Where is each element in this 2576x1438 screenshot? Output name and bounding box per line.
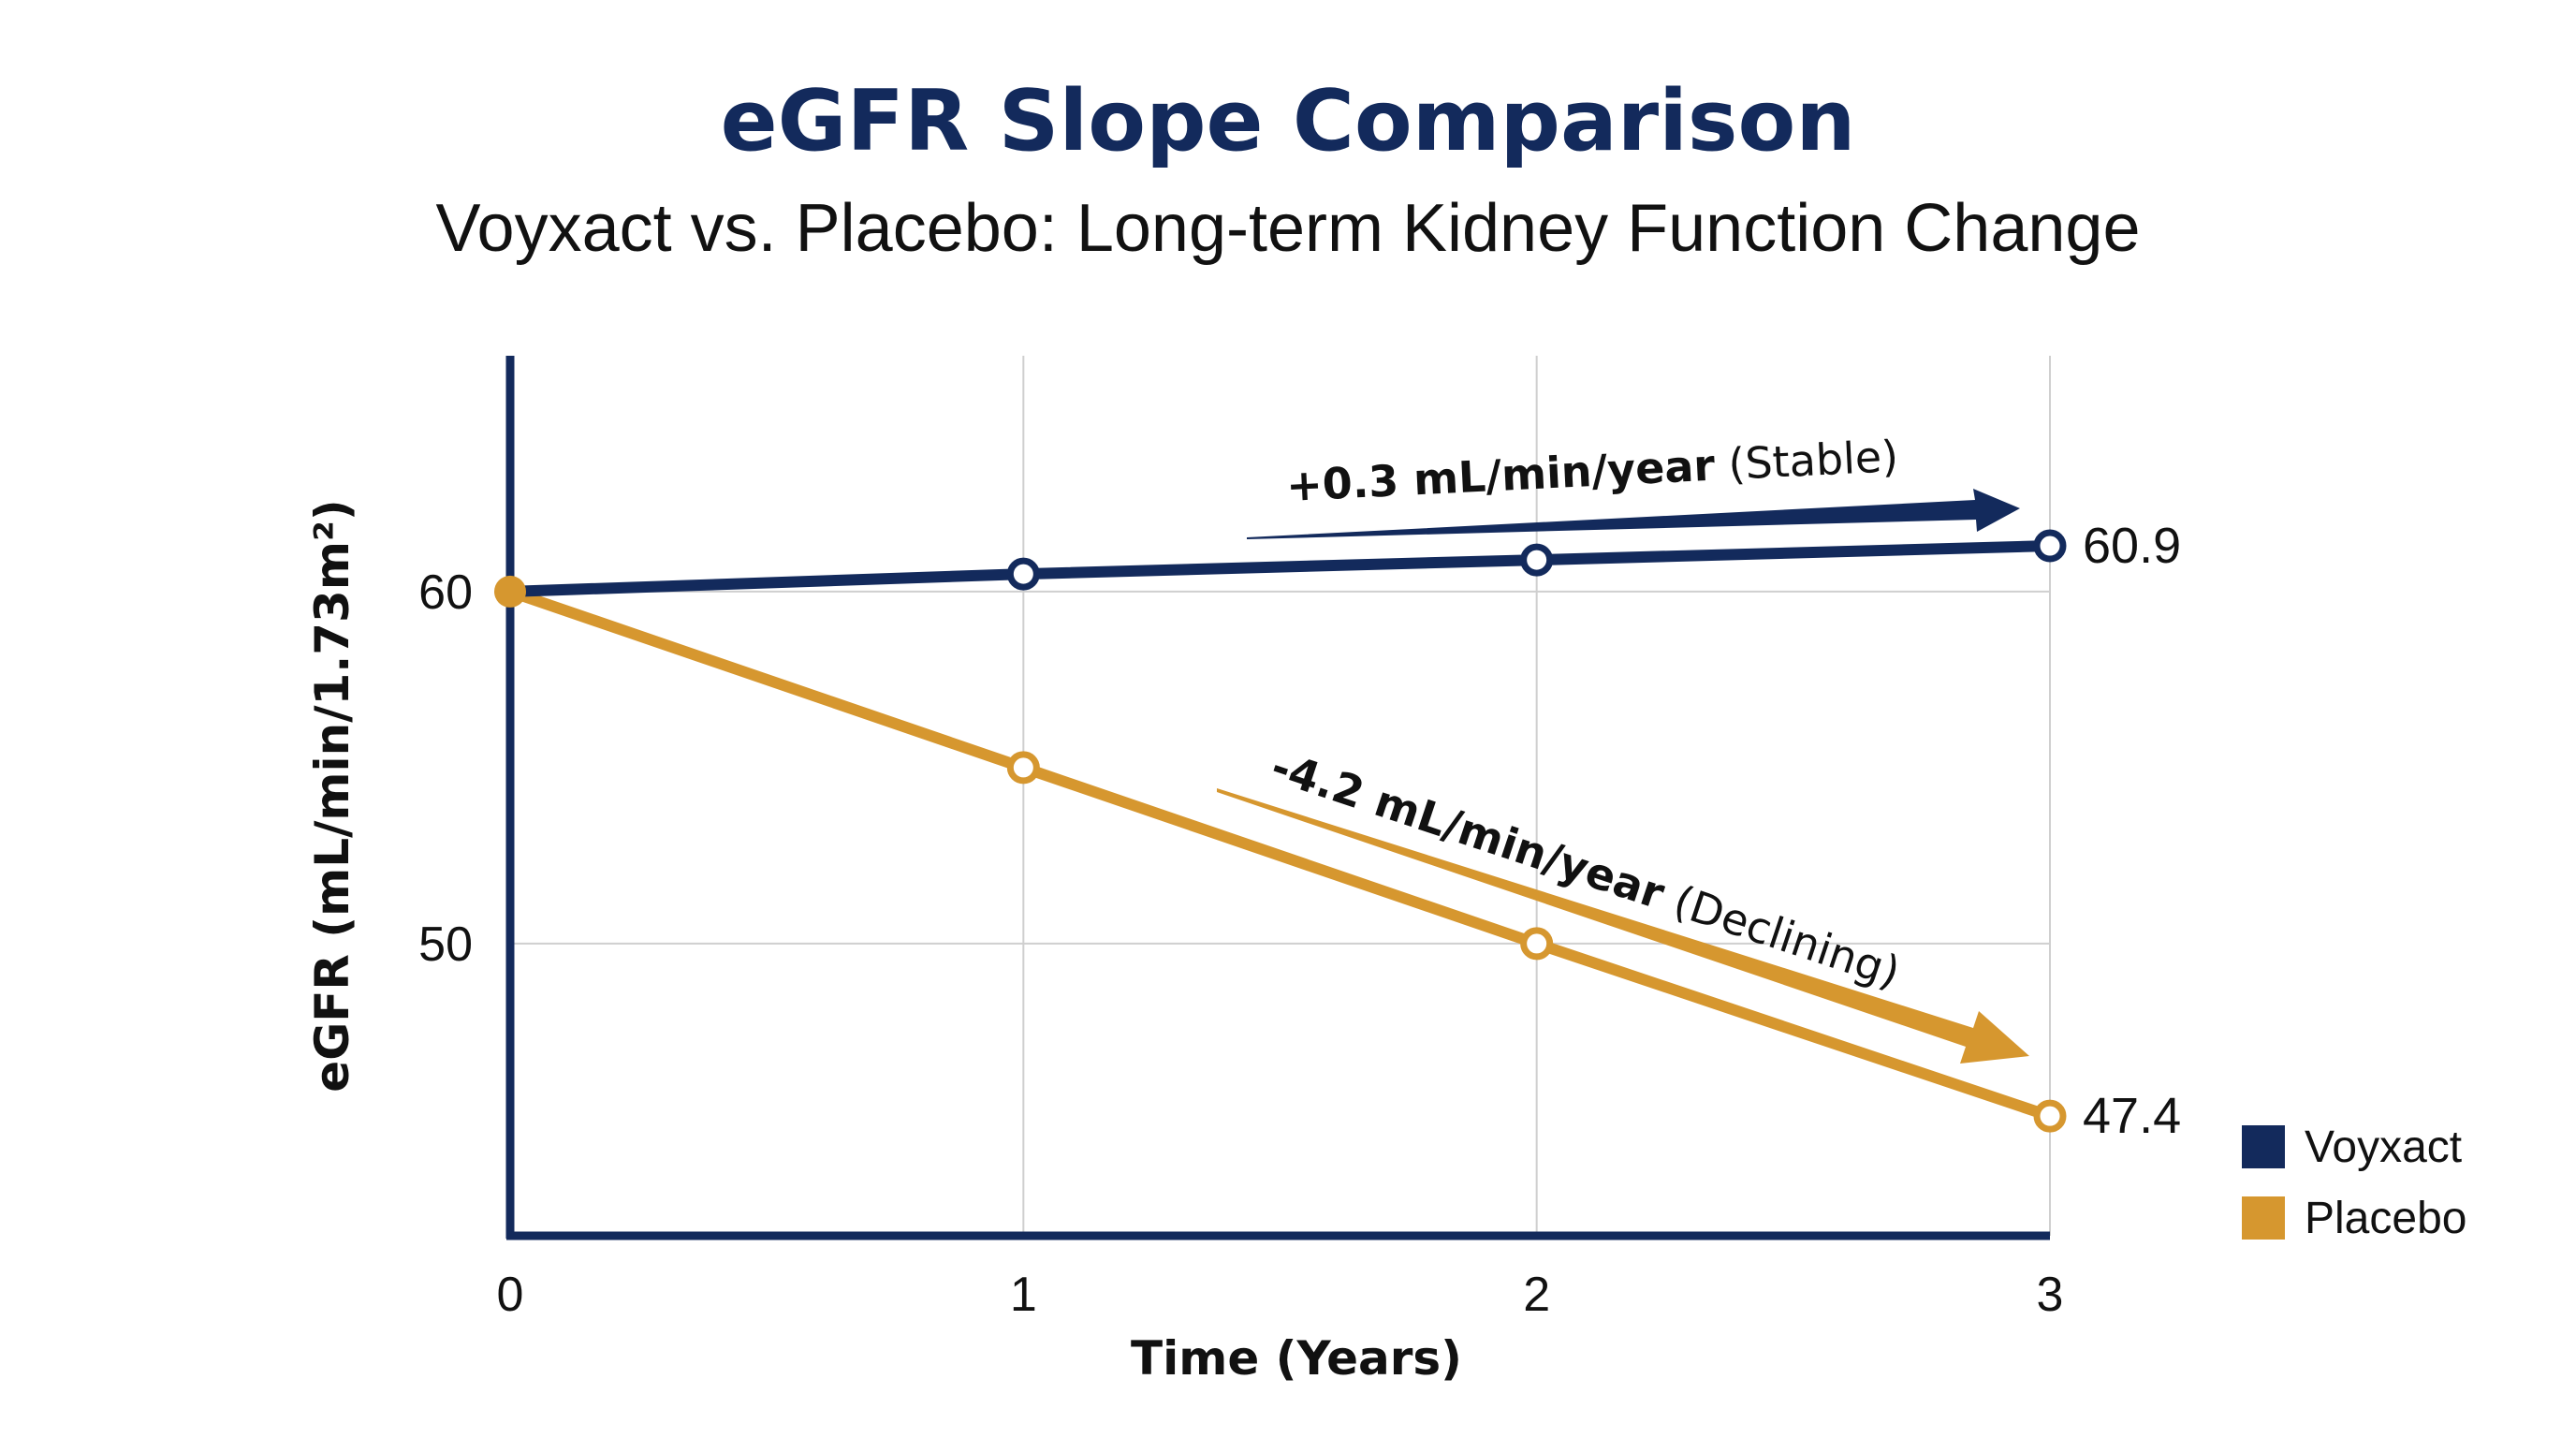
legend-swatch-voyxact bbox=[2242, 1125, 2285, 1168]
chart-subtitle: Voyxact vs. Placebo: Long-term Kidney Fu… bbox=[435, 191, 2140, 266]
x-tick-label: 3 bbox=[2037, 1268, 2064, 1322]
voyxact-annotation-rate: +0.3 mL/min/year bbox=[1285, 440, 1717, 511]
x-tick-label: 2 bbox=[1523, 1268, 1550, 1322]
y-tick-label: 60 bbox=[418, 565, 473, 620]
placebo-point bbox=[1006, 751, 1040, 785]
origin-point bbox=[494, 575, 526, 608]
grid bbox=[510, 356, 2051, 1236]
legend-swatch-placebo bbox=[2242, 1196, 2285, 1240]
chart-title: eGFR Slope Comparison bbox=[721, 72, 1856, 170]
voyxact-annotation: +0.3 mL/min/year (Stable) bbox=[1285, 431, 1899, 511]
x-tick-label: 1 bbox=[1010, 1268, 1037, 1322]
voyxact-trend-arrow bbox=[1247, 489, 2020, 539]
voyxact-annotation-note: (Stable) bbox=[1714, 431, 1900, 491]
voyxact-point bbox=[1006, 557, 1040, 591]
placebo-point bbox=[2033, 1099, 2067, 1133]
x-tick-label: 0 bbox=[497, 1268, 524, 1322]
placebo-annotation-rate: -4.2 mL/min/year bbox=[1266, 741, 1672, 919]
x-axis-title: Time (Years) bbox=[1131, 1331, 1462, 1386]
legend-label-placebo: Placebo bbox=[2305, 1194, 2466, 1243]
voyxact-line bbox=[505, 540, 2056, 597]
legend: Voyxact Placebo bbox=[2242, 1123, 2466, 1243]
series-layer: 60.9 47.4 bbox=[494, 518, 2181, 1144]
tick-labels: 0 1 2 3 60 50 bbox=[418, 565, 2063, 1322]
voyxact-point bbox=[2033, 529, 2067, 563]
placebo-line bbox=[505, 585, 2056, 1123]
axes bbox=[505, 356, 2050, 1240]
y-tick-label: 50 bbox=[418, 917, 473, 972]
voyxact-point bbox=[1520, 543, 1554, 577]
placebo-end-label: 47.4 bbox=[2083, 1088, 2181, 1144]
legend-label-voyxact: Voyxact bbox=[2305, 1123, 2462, 1172]
y-axis-title: eGFR (mL/min/1.73m²) bbox=[305, 499, 359, 1092]
voyxact-end-label: 60.9 bbox=[2083, 518, 2181, 574]
placebo-point bbox=[1520, 927, 1554, 961]
placebo-trend-arrow bbox=[1217, 788, 2029, 1064]
